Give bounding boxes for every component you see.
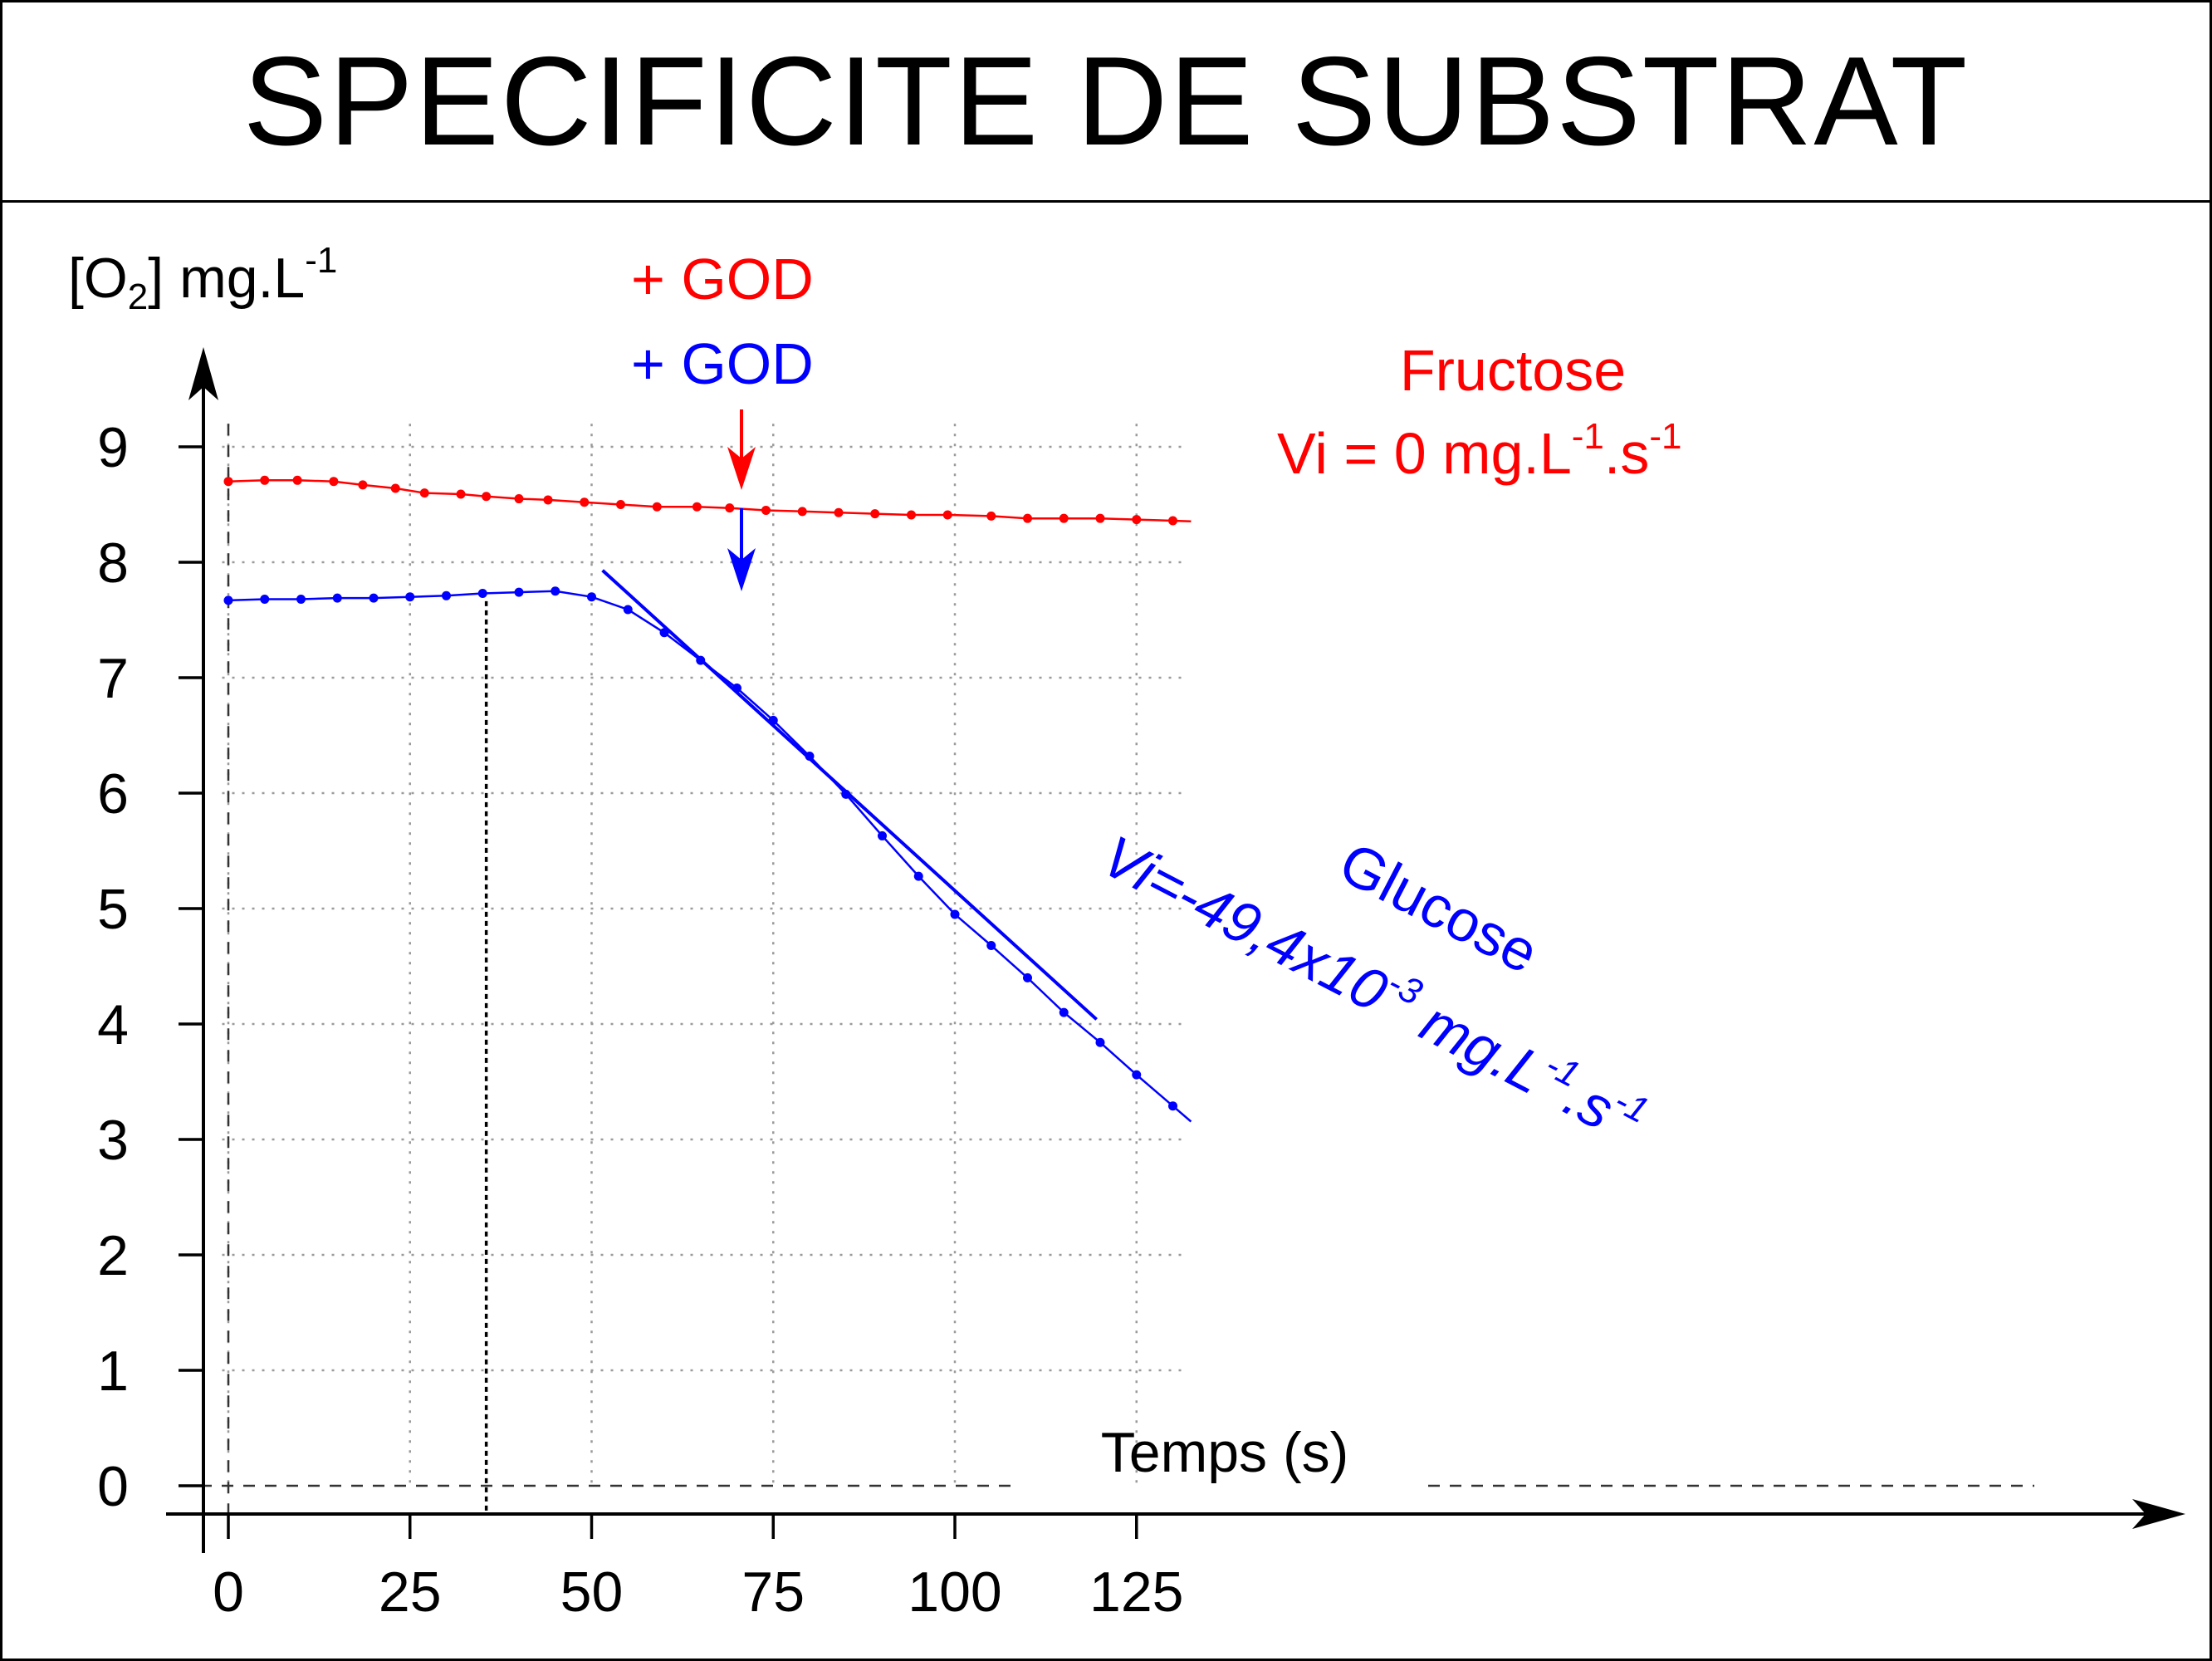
y-tick-label: 2	[97, 1224, 129, 1287]
data-point	[223, 595, 233, 605]
y-tick-label: 1	[97, 1340, 129, 1403]
axes	[166, 347, 2185, 1553]
data-point	[692, 502, 702, 512]
data-point	[870, 509, 880, 519]
series-layer	[223, 475, 1192, 1514]
fructose-label: Fructose	[1400, 338, 1626, 403]
data-point	[332, 593, 342, 603]
data-point	[797, 507, 807, 517]
arrow-red-head	[727, 447, 756, 490]
y-tick-label: 9	[97, 416, 129, 479]
series-line-glucose	[228, 590, 1192, 1123]
data-point	[834, 507, 844, 517]
x-axis-arrow	[2132, 1499, 2185, 1529]
data-point	[482, 492, 492, 502]
data-point	[369, 593, 379, 603]
data-point	[514, 494, 524, 504]
data-point	[405, 592, 415, 602]
data-point	[1132, 1070, 1142, 1080]
data-point	[477, 589, 487, 599]
data-point	[390, 483, 400, 493]
data-point	[761, 505, 771, 515]
data-point	[878, 830, 887, 840]
data-point	[580, 497, 590, 507]
data-point	[1059, 513, 1069, 523]
data-point	[1023, 973, 1032, 982]
grid	[222, 424, 1187, 1486]
data-point	[1168, 516, 1177, 526]
data-point	[725, 503, 735, 513]
series-line-fructose	[228, 479, 1192, 522]
data-point	[1023, 513, 1032, 523]
data-point	[551, 586, 560, 596]
y-tick-label: 5	[97, 878, 129, 941]
data-point	[1132, 515, 1142, 525]
tangent-line	[601, 569, 1098, 1021]
data-point	[260, 594, 270, 604]
x-tick-label: 100	[908, 1561, 1001, 1624]
data-point	[913, 871, 923, 881]
data-point	[223, 477, 233, 487]
y-tick-label: 7	[97, 647, 129, 710]
x-axis-label: Temps (s)	[1101, 1421, 1348, 1484]
data-point	[616, 500, 625, 509]
data-point	[456, 489, 466, 499]
fructose-rate: Vi = 0 mg.L-1.s-1	[1277, 416, 1681, 486]
data-point	[907, 510, 916, 520]
x-tick-label: 50	[560, 1561, 624, 1624]
ticks: 0 1 2 3 4 5 6 7 8 9 0 25 50 75 100 125 Temps (s) [O2] mg.…	[68, 240, 1348, 1624]
data-point	[543, 495, 553, 505]
data-point	[623, 605, 633, 615]
y-axis-label: [O2] mg.L-1	[68, 240, 337, 317]
y-axis-arrow	[188, 347, 218, 400]
god-label-blue: + GOD	[631, 331, 814, 396]
data-point	[1095, 1037, 1105, 1047]
god-label-red: + GOD	[631, 247, 814, 311]
zero-reference	[179, 424, 2034, 1544]
series-fructose	[223, 475, 1192, 526]
y-tick-label: 0	[97, 1455, 129, 1518]
page-title: SPECIFICITE DE SUBSTRAT	[242, 30, 1970, 172]
y-tick-label: 6	[97, 762, 129, 826]
data-point	[292, 475, 302, 485]
y-tick-label: 8	[97, 532, 129, 595]
x-tick-label: 0	[213, 1561, 244, 1624]
data-point	[1059, 1007, 1069, 1017]
arrow-blue-head	[727, 548, 756, 591]
data-point	[296, 594, 306, 604]
data-point	[260, 475, 270, 485]
data-point	[587, 592, 596, 602]
data-point	[942, 510, 952, 520]
data-point	[986, 511, 996, 521]
y-tick-label: 3	[97, 1109, 129, 1172]
data-point	[514, 587, 524, 597]
y-tick-label: 4	[97, 993, 129, 1056]
data-point	[1168, 1101, 1177, 1111]
x-tick-label: 125	[1089, 1561, 1183, 1624]
title-bar: SPECIFICITE DE SUBSTRAT	[2, 2, 2210, 203]
data-point	[652, 502, 662, 512]
data-point	[419, 488, 429, 498]
data-point	[358, 480, 368, 490]
data-point	[950, 909, 960, 919]
data-point	[1095, 513, 1105, 523]
data-point	[442, 590, 451, 600]
x-tick-label: 25	[379, 1561, 442, 1624]
x-tick-label: 75	[741, 1561, 805, 1624]
data-point	[986, 940, 996, 950]
data-point	[329, 477, 339, 487]
